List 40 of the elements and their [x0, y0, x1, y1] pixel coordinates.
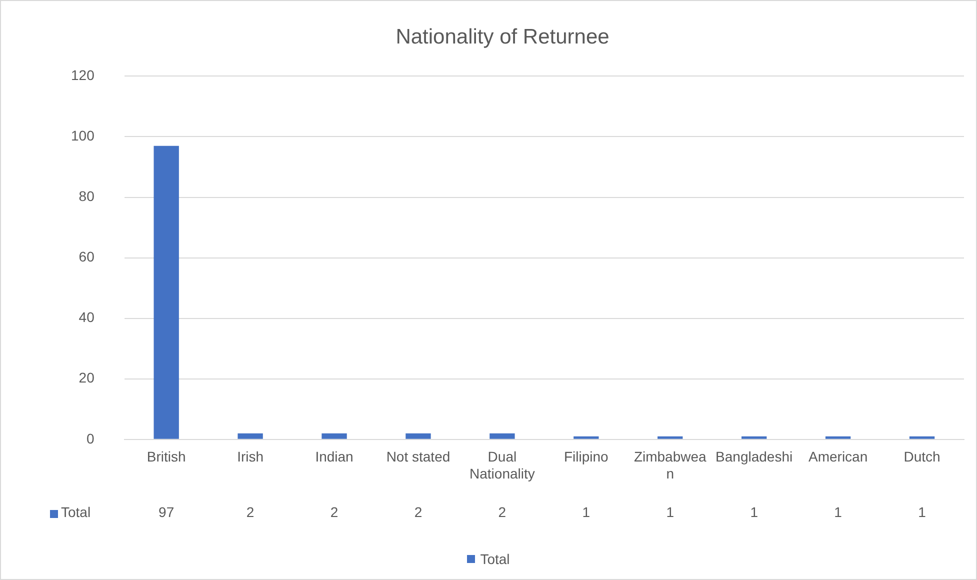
y-tick-label: 120 [71, 67, 95, 84]
bar [238, 433, 263, 439]
data-label: 2 [498, 504, 506, 520]
x-tick-label: Dual Nationality [470, 448, 535, 482]
x-tick-label: British [146, 448, 186, 465]
y-tick-label: 60 [78, 248, 95, 265]
x-tick-label: Filipino [564, 448, 609, 465]
x-tick-label: Dutch [904, 448, 940, 465]
text: Total [480, 551, 510, 567]
data-label: 2 [246, 504, 254, 520]
x-tick-label: Zimbabwean [634, 448, 707, 482]
legend-label: Total [61, 504, 91, 520]
y-tick-label: 20 [78, 370, 95, 386]
bar [154, 146, 179, 439]
data-label: 1 [834, 504, 842, 520]
data-label: 1 [582, 504, 590, 520]
x-tick-label: Not stated [386, 448, 450, 465]
x-tick-label: Indian [315, 448, 354, 465]
data-label: 2 [414, 504, 422, 520]
bar [741, 436, 767, 439]
chart-title: Nationality of Returnee [396, 25, 610, 48]
bar [825, 436, 851, 439]
bar [909, 436, 935, 439]
x-tick-label: American [808, 448, 868, 465]
x-tick-label: Irish [237, 448, 264, 465]
data-label: 97 [158, 504, 174, 520]
data-label: 2 [330, 504, 338, 520]
y-tick-label: 0 [86, 430, 95, 446]
y-tick-label: 40 [78, 309, 95, 326]
y-tick-label: 80 [78, 188, 95, 204]
bar [322, 433, 347, 439]
bar [574, 436, 599, 439]
data-label: 1 [750, 504, 758, 520]
bar [490, 433, 515, 439]
x-tick-label: Bangladeshi [716, 448, 793, 465]
data-label: 1 [666, 504, 674, 520]
bar [658, 436, 683, 439]
y-tick-label: 100 [71, 128, 95, 144]
data-label: 1 [918, 504, 926, 520]
bar [406, 433, 431, 439]
